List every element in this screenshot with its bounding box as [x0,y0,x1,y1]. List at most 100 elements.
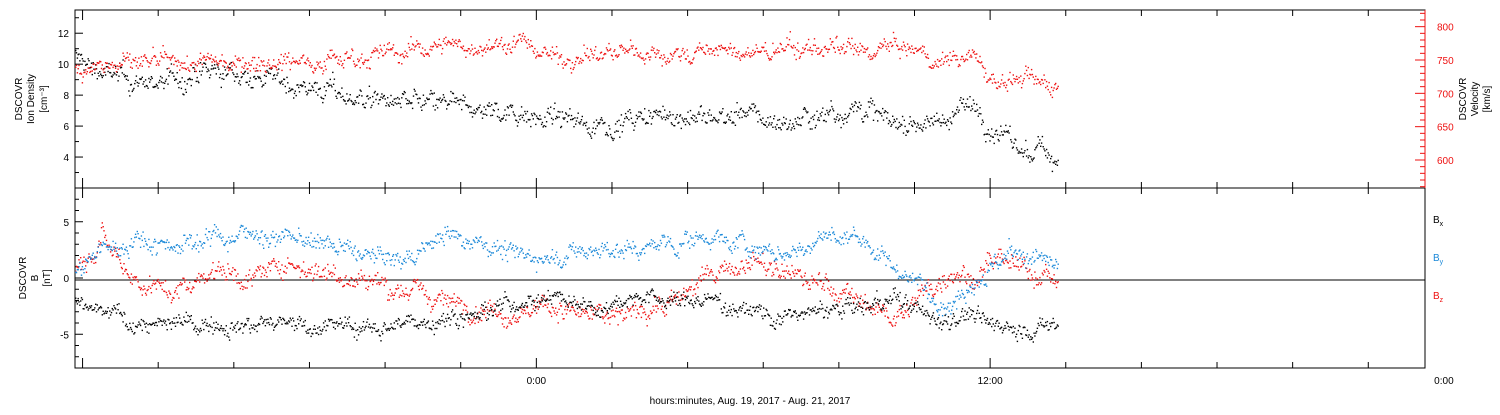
velocity-point [547,52,548,53]
density-point [390,95,391,96]
density-point [619,137,620,138]
density-point [167,68,168,69]
density-point [369,86,370,87]
velocity-point [323,70,324,71]
by-point [521,250,522,251]
velocity-point [455,40,456,41]
density-point [947,119,948,120]
bz-point [303,261,304,262]
bz-point [413,281,414,282]
by-point [325,245,326,246]
density-point [558,116,559,117]
velocity-point [612,55,613,56]
velocity-point [597,57,598,58]
by-point [100,251,101,252]
by-point [622,250,623,251]
by-point [824,236,825,237]
bz-point [638,313,639,314]
density-point [858,107,859,108]
legend-by: By [1433,253,1444,266]
bx-point [142,330,143,331]
by-point [205,234,206,235]
density-point [467,105,468,106]
density-point [954,114,955,115]
velocity-point [452,39,453,40]
bz-point [968,274,969,275]
by-point [151,246,152,247]
bz-point [91,261,92,262]
density-point [317,94,318,95]
density-point [228,67,229,68]
velocity-point [588,57,589,58]
velocity-point [282,63,283,64]
by-point [169,249,170,250]
bz-point [1019,258,1020,259]
bz-point [266,276,267,277]
density-point [561,126,562,127]
density-point [349,98,350,99]
density-point [281,80,282,81]
velocity-point [506,54,507,55]
density-point [540,119,541,120]
velocity-point [232,62,233,63]
density-point [687,121,688,122]
bz-point [779,275,780,276]
velocity-point [740,60,741,61]
by-point [686,234,687,235]
bz-point [886,310,887,311]
by-point [565,264,566,265]
velocity-point [352,50,353,51]
velocity-point [310,62,311,63]
velocity-point [90,71,91,72]
density-point [151,76,152,77]
density-point [143,81,144,82]
bx-point [112,309,113,310]
density-point [292,89,293,90]
velocity-point [975,57,976,58]
bz-point [1058,281,1059,282]
bottom-ytick-label: 0 [63,274,69,285]
bz-point [309,272,310,273]
bx-point [95,304,96,305]
velocity-point [81,73,82,74]
velocity-point [405,55,406,56]
density-point [706,122,707,123]
density-point [736,111,737,112]
by-point [900,276,901,277]
velocity-point [634,54,635,55]
velocity-point [1052,97,1053,98]
velocity-point [126,57,127,58]
velocity-point [1010,81,1011,82]
legend-bx: Bx [1433,215,1444,228]
velocity-point [422,47,423,48]
density-point [663,117,664,118]
bz-point [703,279,704,280]
bz-point [809,285,810,286]
density-point [498,109,499,110]
density-point [675,118,676,119]
bz-point [452,298,453,299]
density-point [1023,156,1024,157]
bz-point [282,280,283,281]
bz-point [628,311,629,312]
velocity-point [160,52,161,53]
velocity-point [1038,79,1039,80]
bz-point [455,305,456,306]
density-point [289,88,290,89]
velocity-point [118,66,119,67]
velocity-point [1035,76,1036,77]
density-point [316,82,317,83]
velocity-point [95,68,96,69]
by-point [231,241,232,242]
by-point [596,250,597,251]
by-point [746,249,747,250]
by-point [105,244,106,245]
bx-point [78,298,79,299]
velocity-point [1005,87,1006,88]
velocity-point [819,53,820,54]
density-point [559,111,560,112]
velocity-point [862,46,863,47]
by-point [370,256,371,257]
by-point [255,235,256,236]
